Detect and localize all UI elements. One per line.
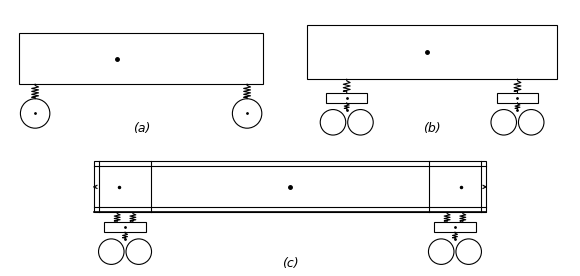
Circle shape: [519, 110, 544, 135]
Text: (c): (c): [282, 257, 298, 270]
Circle shape: [456, 239, 481, 264]
Circle shape: [429, 239, 454, 264]
Bar: [497, 93, 538, 103]
Circle shape: [20, 99, 50, 128]
Circle shape: [320, 110, 346, 135]
Text: (b): (b): [423, 122, 441, 135]
Text: (a): (a): [133, 122, 151, 135]
Circle shape: [233, 99, 262, 128]
Circle shape: [491, 110, 517, 135]
Bar: [307, 25, 557, 79]
Circle shape: [347, 110, 373, 135]
Bar: [434, 222, 476, 232]
Bar: [104, 222, 146, 232]
Bar: [20, 33, 263, 84]
Circle shape: [126, 239, 151, 264]
Bar: [326, 93, 367, 103]
Circle shape: [99, 239, 124, 264]
Bar: [94, 161, 486, 213]
